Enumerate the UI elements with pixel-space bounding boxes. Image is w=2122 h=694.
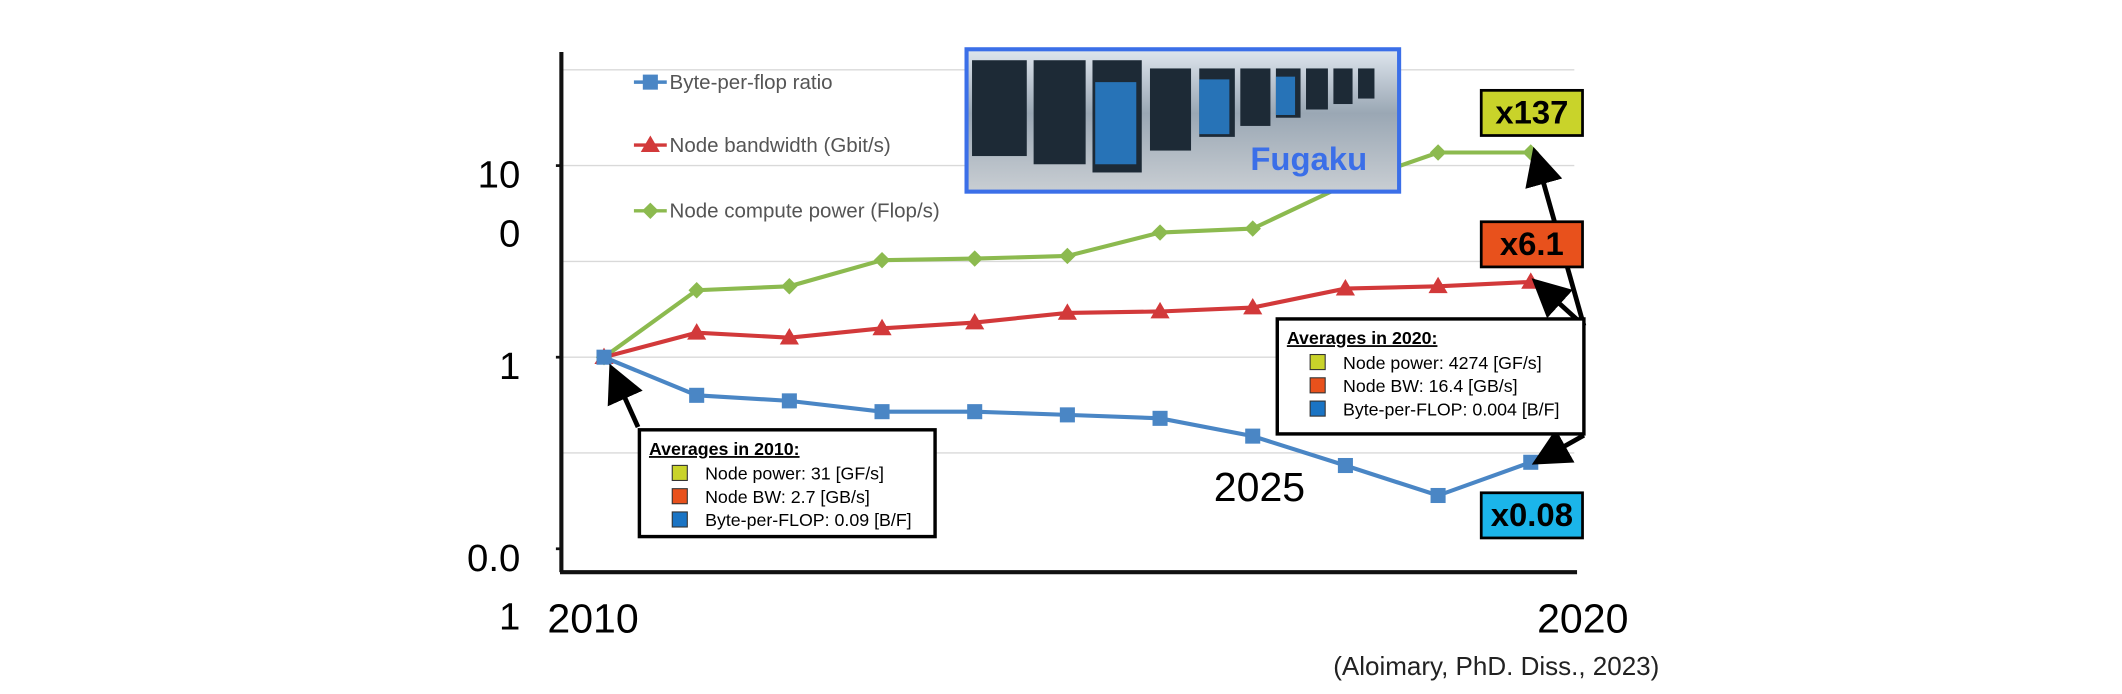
ratio-label: x6.1 [1500, 225, 1564, 262]
point [1428, 276, 1448, 294]
point [779, 328, 799, 345]
x-tick-label: 2020 [1537, 595, 1628, 641]
callout-swatch [671, 488, 688, 505]
y-tick: 100 [477, 153, 521, 255]
point [967, 404, 983, 420]
y-tick: 1 [498, 344, 521, 388]
point [1429, 144, 1447, 161]
callout-title: Averages in 2010: [649, 439, 800, 459]
callout-title: Averages in 2020: [1287, 328, 1438, 348]
point [965, 312, 985, 330]
point [1057, 303, 1077, 320]
y-tick-label: 0.01 [467, 536, 521, 638]
legend-label: Node bandwidth (Gbit/s) [670, 134, 891, 157]
point [1059, 407, 1075, 423]
point [781, 278, 798, 295]
point [873, 251, 891, 269]
point [1150, 301, 1170, 319]
callout-item: Node BW: 16.4 [GB/s] [1343, 376, 1518, 396]
point [1337, 457, 1353, 474]
callout-swatch [671, 464, 688, 482]
inset-label: Fugaku [1250, 140, 1367, 177]
point [781, 393, 797, 409]
y-tick-label: 100 [477, 153, 521, 255]
callout-item: Node power: 31 [GF/s] [705, 464, 884, 484]
callout-swatch [1309, 400, 1326, 417]
legend-marker [640, 135, 660, 152]
point [1243, 297, 1263, 315]
point [687, 323, 707, 340]
legend-marker [642, 74, 658, 90]
callout-item: Byte-per-FLOP: 0.004 [B/F] [1343, 399, 1559, 419]
annotation: 2025 [1214, 464, 1305, 510]
ratio-box [1479, 491, 1584, 540]
point [966, 250, 983, 267]
point [872, 318, 892, 336]
callout-item: Byte-per-FLOP: 0.09 [B/F] [705, 510, 912, 530]
callout-item: Node power: 4274 [GF/s] [1343, 353, 1542, 373]
ratio-box [1479, 88, 1584, 137]
callout-box [1275, 317, 1586, 436]
point [874, 404, 890, 420]
y-tick: 0.01 [467, 536, 521, 638]
legend-label: Node compute power (Flop/s) [670, 200, 940, 223]
callout-swatch [671, 511, 688, 528]
inset-photo: Fugaku [964, 47, 1402, 194]
legend-marker [642, 202, 659, 220]
point [596, 349, 612, 365]
point [1245, 428, 1261, 444]
ratio-label: x0.08 [1491, 496, 1573, 533]
point [1335, 279, 1355, 296]
y-tick-label: 1 [498, 344, 521, 388]
point [689, 387, 705, 403]
point [1152, 410, 1168, 426]
callout-item: Node BW: 2.7 [GB/s] [705, 487, 870, 507]
point [1523, 454, 1539, 470]
point [1059, 247, 1076, 265]
legend-label: Byte-per-flop ratio [670, 71, 833, 94]
point [1244, 220, 1261, 237]
callout-swatch [1309, 353, 1326, 371]
source: (Aloimary, PhD. Diss., 2023) [1333, 651, 1659, 681]
x-tick-label: 2010 [547, 595, 638, 641]
callout-box [637, 428, 937, 539]
point [1151, 224, 1169, 241]
ratio-label: x137 [1495, 94, 1568, 131]
ratio-box [1479, 220, 1584, 269]
point [1430, 487, 1446, 504]
callout-swatch [1309, 377, 1326, 394]
